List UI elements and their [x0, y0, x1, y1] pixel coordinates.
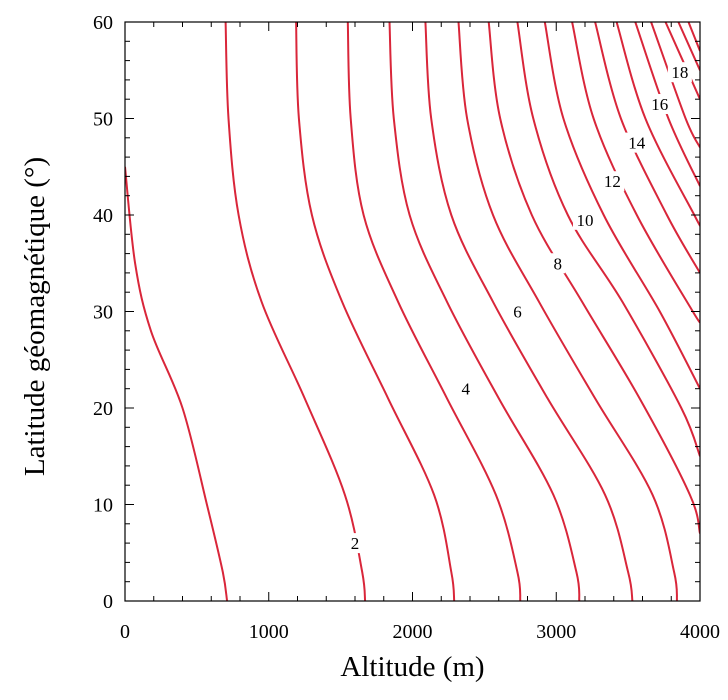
y-tick-label-20: 20 — [93, 398, 113, 420]
contour-line-2 — [226, 22, 366, 601]
x-tick-label-1000: 1000 — [249, 621, 289, 643]
y-tick-label-60: 60 — [93, 12, 113, 34]
x-tick-label-2000: 2000 — [393, 621, 433, 643]
x-axis-title: Altitude (m) — [340, 651, 484, 683]
contour-line-6 — [425, 22, 632, 601]
contour-label-14: 14 — [628, 134, 646, 153]
y-tick-label-30: 30 — [93, 302, 113, 324]
contour-label-12: 12 — [604, 172, 621, 191]
contour-label-6: 6 — [513, 303, 522, 322]
contour-line-7 — [459, 22, 678, 601]
contour-label-16: 16 — [651, 95, 668, 114]
contour-lines — [125, 22, 700, 601]
x-tick-label-3000: 3000 — [536, 621, 576, 643]
contour-line-4 — [348, 22, 521, 601]
contour-label-18: 18 — [671, 63, 688, 82]
contour-line-1 — [125, 167, 227, 601]
contour-label-8: 8 — [553, 254, 562, 273]
y-tick-label-0: 0 — [103, 591, 113, 613]
y-tick-label-50: 50 — [93, 109, 113, 131]
y-tick-label-10: 10 — [93, 495, 113, 517]
y-tick-label-40: 40 — [93, 205, 113, 227]
contour-label-2: 2 — [351, 534, 360, 553]
y-axis-title: Latitude géomagnétique (°) — [19, 157, 51, 476]
x-tick-label-4000: 4000 — [680, 621, 720, 643]
contour-line-5 — [390, 22, 580, 601]
contour-label-10: 10 — [577, 211, 594, 230]
x-tick-label-0: 0 — [120, 621, 130, 643]
contour-label-4: 4 — [461, 380, 470, 399]
axis-tick-labels: 0 1000 2000 3000 4000 0 10 20 30 40 50 60 — [93, 12, 720, 643]
